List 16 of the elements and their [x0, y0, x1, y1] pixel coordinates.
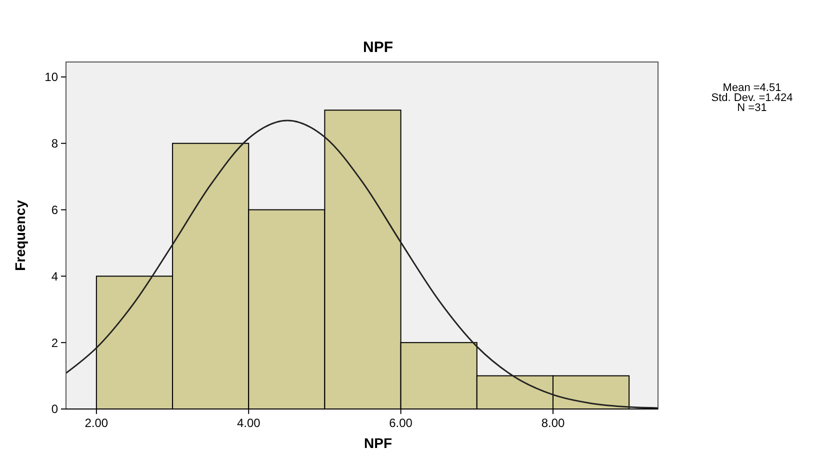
x-tick-label: 8.00 — [541, 416, 565, 430]
y-tick-label: 8 — [51, 136, 58, 151]
x-tick-label: 2.00 — [84, 416, 108, 430]
y-tick-label: 4 — [51, 269, 58, 284]
chart-title: NPF — [363, 39, 393, 56]
y-axis-title: Frequency — [12, 200, 28, 271]
y-tick-label: 0 — [51, 402, 58, 416]
y-tick-label: 2 — [51, 336, 58, 350]
x-tick-label: 4.00 — [236, 416, 261, 430]
text: Mean =4.51 — [722, 82, 782, 94]
y-tick-label: 6 — [51, 202, 58, 217]
x-tick-label: 6.00 — [389, 416, 413, 430]
text: N =31 — [737, 102, 767, 114]
x-axis-title: NPF — [364, 435, 392, 451]
y-tick-label: 10 — [44, 70, 58, 84]
text: Std. Dev. =1.424 — [711, 92, 793, 104]
